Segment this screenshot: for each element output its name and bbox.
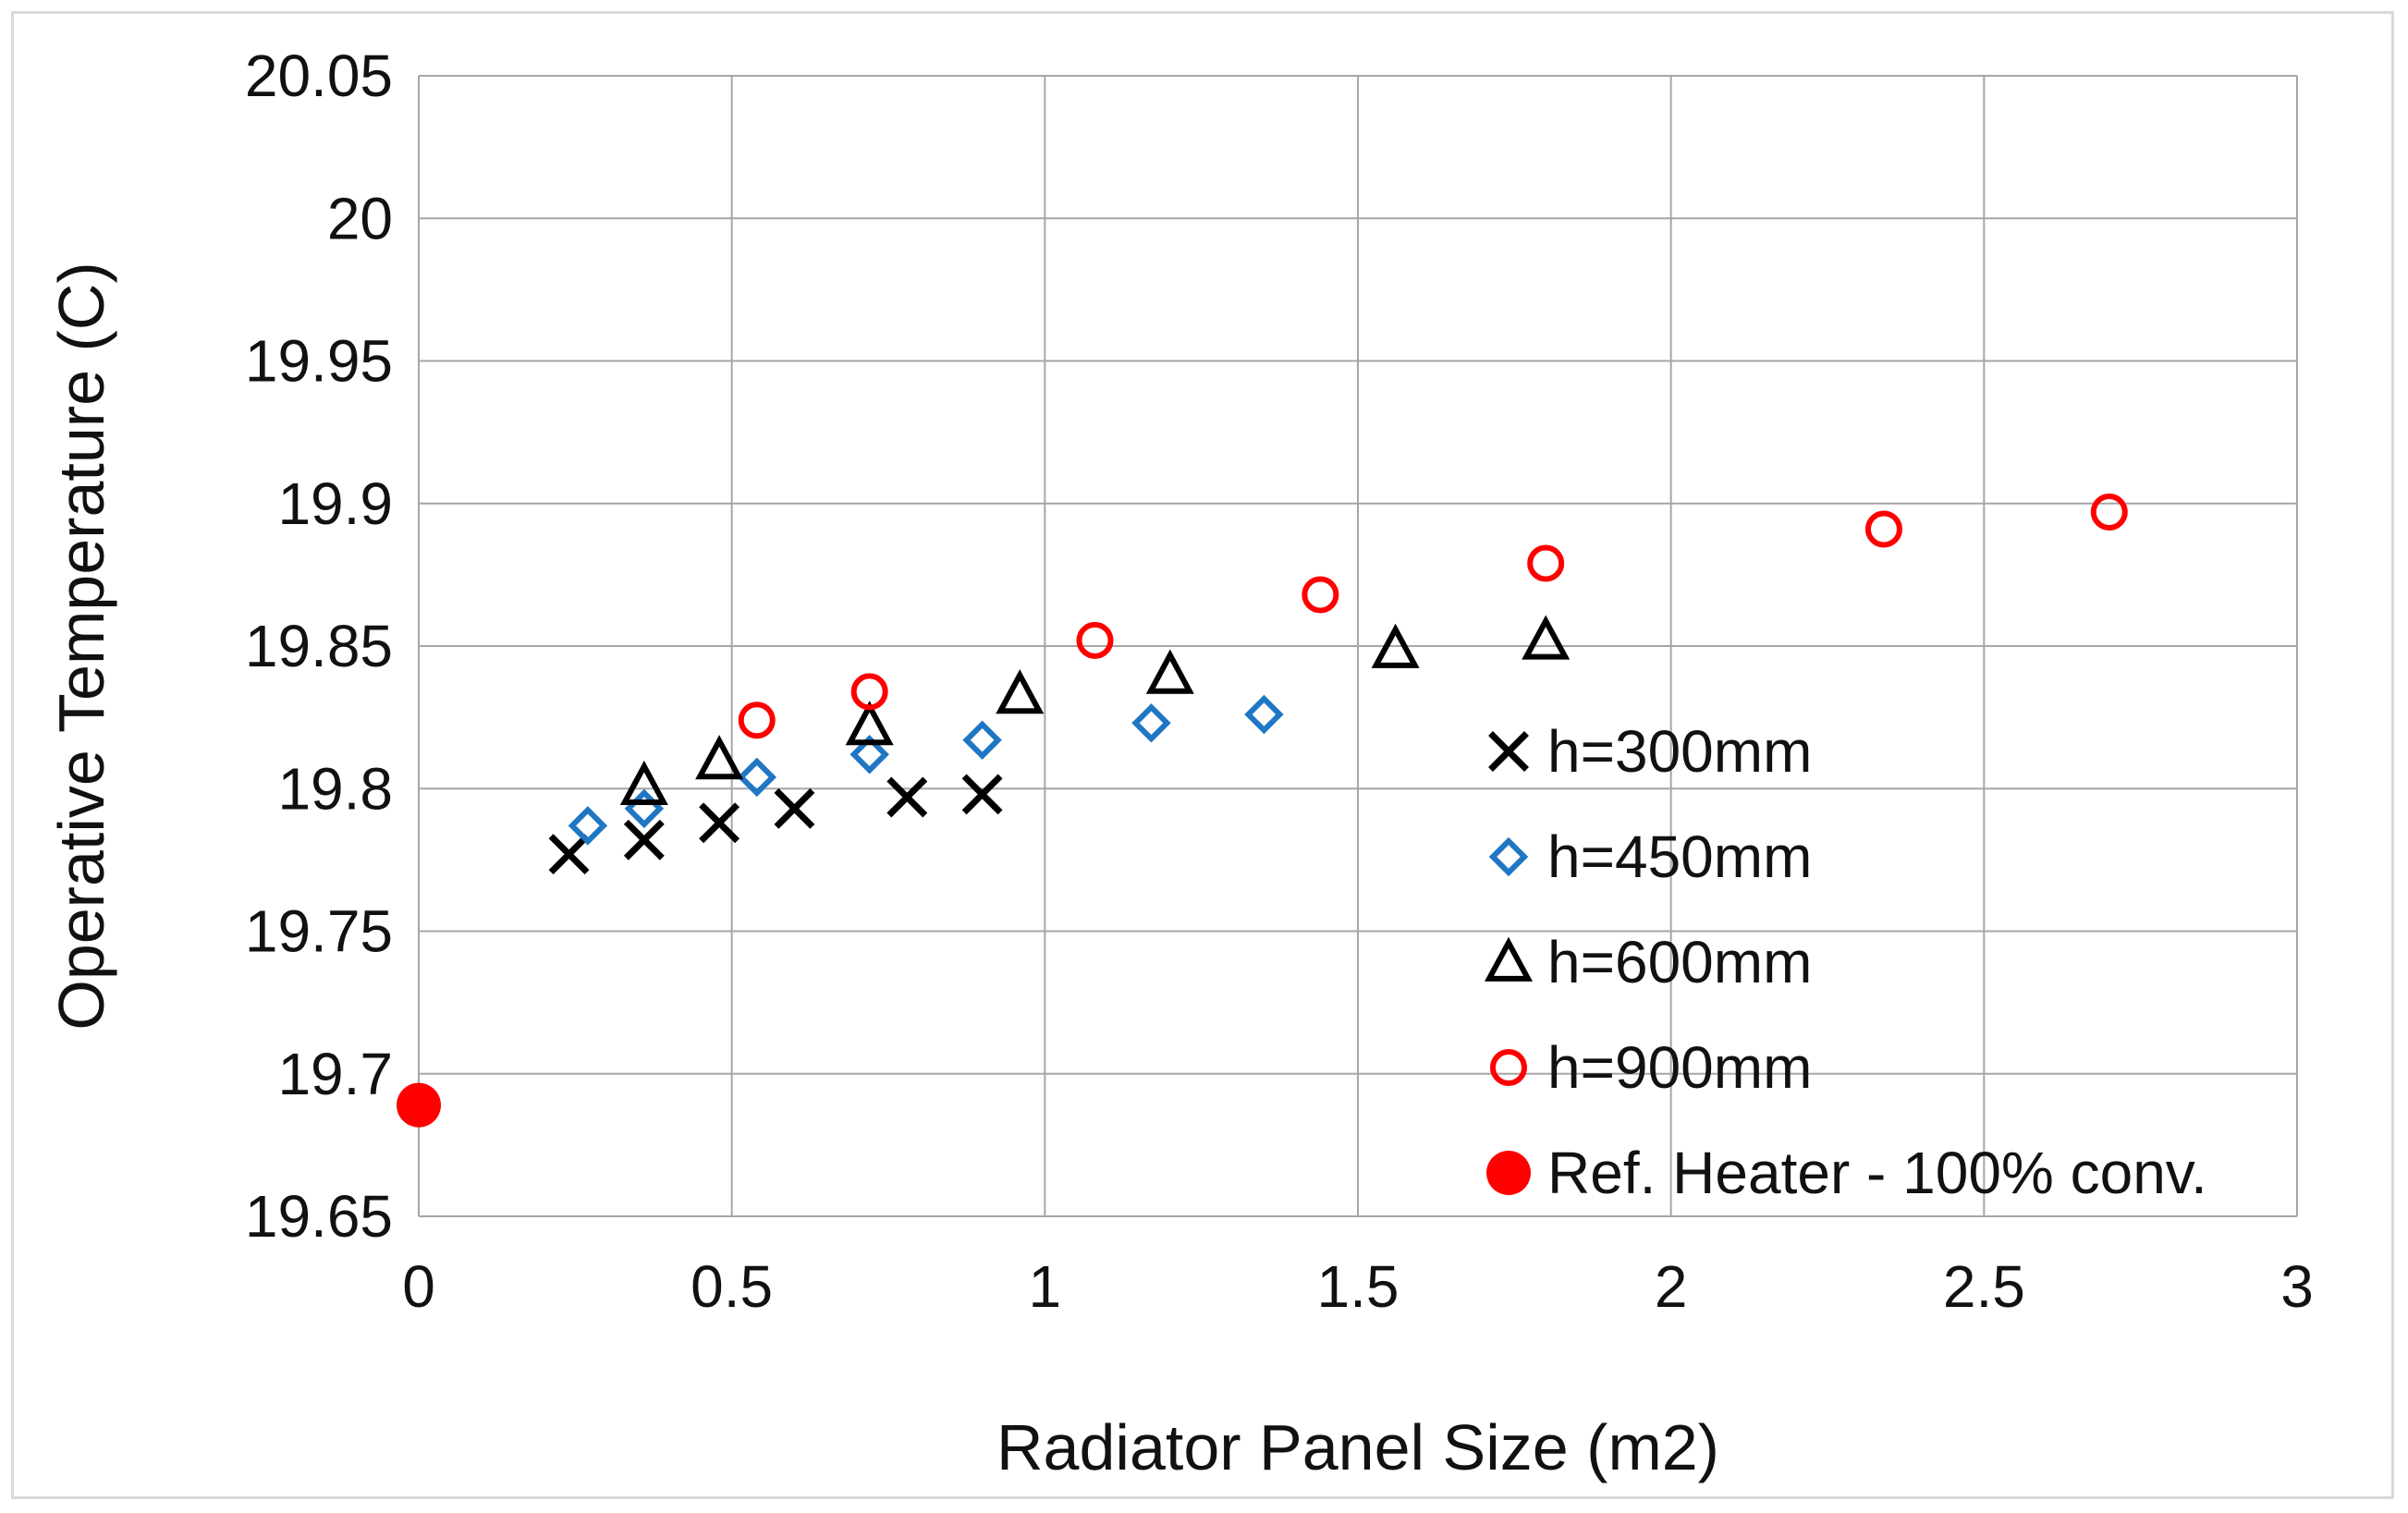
y-tick-label: 19.9 [277, 470, 393, 537]
data-point [699, 802, 740, 844]
legend-label: h=300mm [1547, 718, 1812, 785]
data-point [774, 787, 815, 829]
legend-marker [1490, 1049, 1527, 1086]
data-point [1371, 623, 1420, 668]
data-point [397, 1082, 441, 1128]
legend-item: h=900mm [1490, 1034, 1812, 1101]
series-0 [548, 774, 1003, 875]
data-point [886, 776, 928, 818]
tick-labels: 0 0.5 1 1.5 2 2.5 3 19.65 19.7 19.75 19.8 19.85 19.9… [245, 43, 2314, 1320]
legend-label: h=900mm [1547, 1034, 1812, 1101]
data-point [568, 806, 608, 846]
data-points [397, 494, 2128, 1128]
series-2 [619, 615, 1571, 806]
legend-item: h=600mm [1484, 929, 1812, 995]
data-point [737, 757, 777, 798]
x-tick-label: 0.5 [691, 1253, 773, 1320]
series-3 [738, 494, 2128, 739]
y-tick-label: 20 [327, 185, 393, 251]
data-point [1145, 649, 1194, 694]
series-4 [397, 1082, 441, 1128]
legend-marker [1488, 731, 1529, 772]
data-point [1076, 621, 1114, 659]
legend-label: h=450mm [1547, 824, 1812, 890]
data-point [845, 701, 894, 746]
x-tick-label: 0 [402, 1253, 435, 1320]
data-point [850, 734, 889, 775]
data-point [850, 673, 888, 711]
data-point [1244, 694, 1284, 735]
y-tick-label: 19.65 [245, 1183, 393, 1250]
y-tick-label: 19.8 [277, 755, 393, 822]
x-tick-label: 3 [2280, 1253, 2314, 1320]
y-tick-label: 19.75 [245, 898, 393, 965]
data-point [623, 819, 665, 860]
data-point [738, 702, 776, 739]
data-point [1131, 703, 1171, 743]
x-axis-title: Radiator Panel Size (m2) [996, 1411, 1719, 1483]
legend: h=300mm h=450mm h=600mm h=900mm Ref. Heater … [1484, 718, 2207, 1206]
legend-marker [1486, 1151, 1531, 1195]
data-point [548, 834, 590, 875]
legend-item: h=300mm [1488, 718, 1812, 785]
y-tick-label: 19.95 [245, 328, 393, 395]
y-tick-label: 19.85 [245, 613, 393, 679]
legend-marker [1484, 936, 1534, 982]
legend-marker [1488, 836, 1529, 877]
chart-frame [11, 11, 2394, 1499]
x-tick-label: 1.5 [1317, 1253, 1400, 1320]
grid-lines [418, 75, 2298, 1217]
data-point [1302, 576, 1339, 614]
x-tick-label: 2 [1655, 1253, 1688, 1320]
y-tick-label: 20.05 [245, 43, 393, 109]
legend-label: Ref. Heater - 100% conv. [1547, 1140, 2207, 1206]
legend-label: h=600mm [1547, 929, 1812, 995]
series-1 [568, 694, 1284, 846]
data-point [1864, 510, 1902, 548]
data-point [624, 788, 665, 829]
data-point [695, 735, 744, 780]
data-point [962, 720, 1002, 761]
data-point [996, 669, 1045, 714]
data-point [961, 774, 1003, 815]
legend-item: Ref. Heater - 100% conv. [1486, 1140, 2207, 1206]
data-point [619, 760, 668, 806]
data-point [1522, 615, 1571, 660]
y-axis-title: Operative Temperature (C) [45, 262, 117, 1030]
legend-item: h=450mm [1488, 824, 1812, 890]
x-tick-label: 1 [1029, 1253, 1062, 1320]
data-point [1527, 544, 1565, 582]
x-tick-label: 2.5 [1943, 1253, 2025, 1320]
y-tick-label: 19.7 [277, 1041, 393, 1107]
data-point [2090, 494, 2128, 531]
